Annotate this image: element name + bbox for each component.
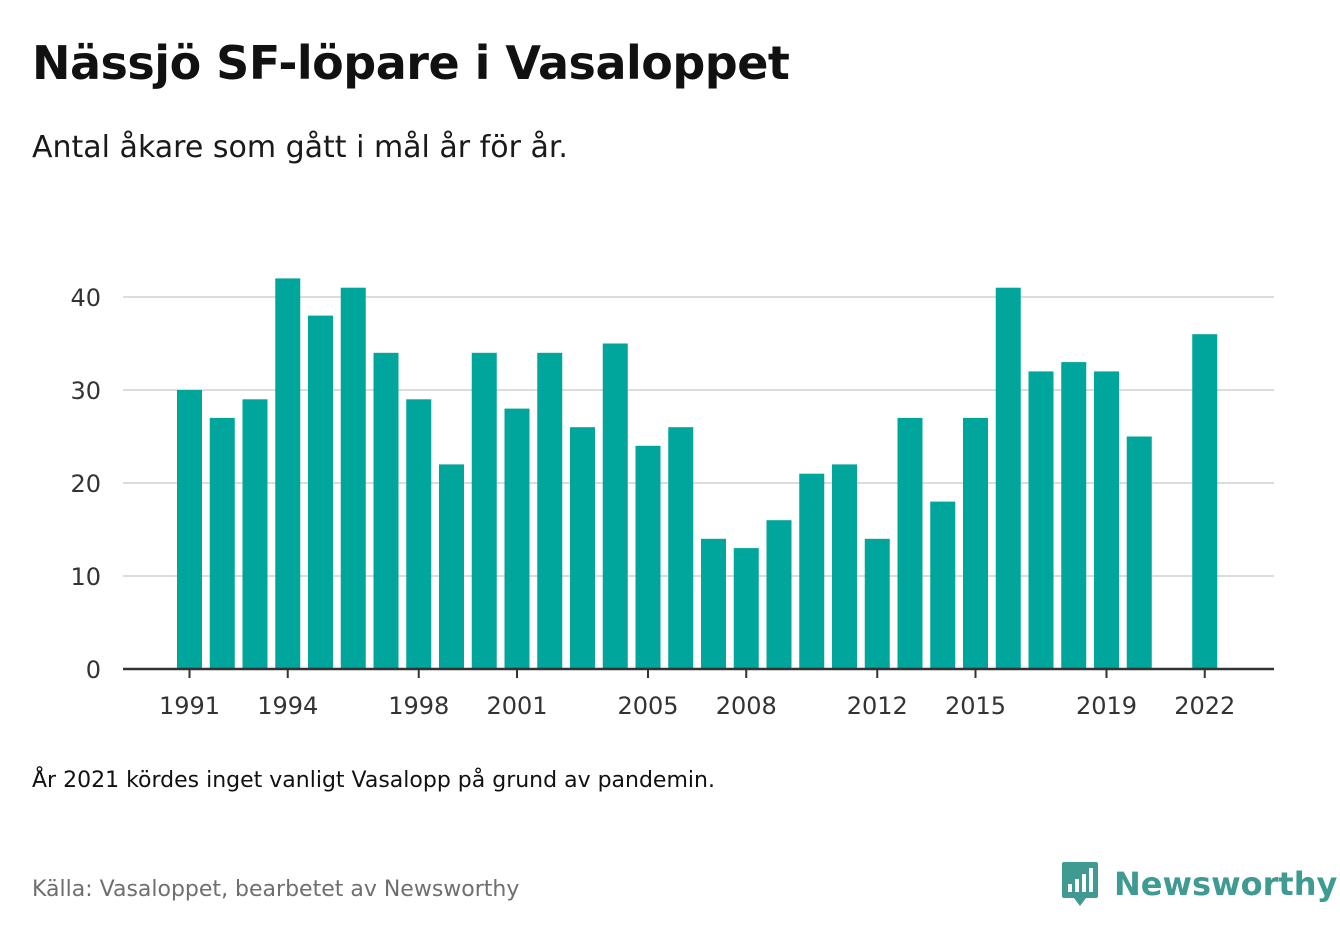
- x-tick-label: 1998: [388, 692, 449, 720]
- x-tick-label: 2022: [1174, 692, 1235, 720]
- y-tick-label: 30: [70, 377, 101, 405]
- brand-logo: Newsworthy: [1060, 860, 1337, 908]
- source-credit: Källa: Vasaloppet, bearbetet av Newswort…: [32, 877, 520, 902]
- bar-1994: [275, 278, 301, 669]
- bar-2019: [1094, 371, 1119, 669]
- chart-title: Nässjö SF-löpare i Vasaloppet: [32, 36, 790, 90]
- bar-chart: 0 10 20 30 40 1991 1994 1998 2001 2005 2008 2012 201…: [70, 278, 1274, 720]
- bar-2003: [570, 427, 595, 669]
- x-tick-label: 2001: [486, 692, 547, 720]
- bar-1993: [242, 399, 268, 669]
- bar-2010: [799, 473, 825, 669]
- bar-chart-speech-bubble-icon: [1062, 862, 1098, 906]
- bar-1995: [308, 315, 333, 669]
- x-tick-label: 2008: [716, 692, 777, 720]
- y-tick-label: 10: [70, 563, 101, 591]
- x-tick-label: 2015: [945, 692, 1006, 720]
- bar-2022: [1192, 334, 1218, 669]
- bar-2016: [995, 287, 1021, 669]
- y-tick-label: 40: [70, 284, 101, 312]
- x-tick-label: 2012: [847, 692, 908, 720]
- bar-2005: [635, 445, 661, 669]
- bar-2018: [1061, 362, 1087, 669]
- bar-1991: [177, 390, 202, 669]
- bar-2008: [733, 548, 759, 669]
- brand-name: Newsworthy: [1114, 865, 1338, 903]
- bars: [177, 278, 1218, 669]
- bar-1992: [209, 417, 235, 669]
- bar-1999: [439, 464, 464, 669]
- x-tick-label: 1991: [159, 692, 220, 720]
- y-tick-label: 0: [86, 656, 101, 684]
- axes: 0 10 20 30 40 1991 1994 1998 2001 2005 2008 2012 201…: [70, 284, 1274, 720]
- bar-2017: [1028, 371, 1054, 669]
- bar-2009: [766, 520, 792, 669]
- chart-note: År 2021 kördes inget vanligt Vasalopp på…: [32, 768, 715, 793]
- bar-2000: [471, 352, 497, 669]
- bar-2001: [504, 408, 530, 669]
- bar-2014: [930, 501, 956, 669]
- bar-2004: [602, 343, 628, 669]
- bar-2015: [963, 417, 988, 669]
- bar-2012: [864, 538, 890, 669]
- bar-1997: [373, 352, 399, 669]
- bar-2020: [1126, 436, 1152, 669]
- x-tick-label: 1994: [257, 692, 318, 720]
- bar-2002: [537, 352, 563, 669]
- y-tick-label: 20: [70, 470, 101, 498]
- bar-2013: [897, 417, 923, 669]
- x-tick-label: 2005: [617, 692, 678, 720]
- bar-2006: [668, 427, 694, 669]
- bar-1998: [406, 399, 432, 669]
- chart-subtitle: Antal åkare som gått i mål år för år.: [32, 130, 568, 165]
- bar-2007: [701, 538, 726, 669]
- bar-1996: [340, 287, 366, 669]
- bar-2011: [832, 464, 857, 669]
- x-tick-label: 2019: [1076, 692, 1137, 720]
